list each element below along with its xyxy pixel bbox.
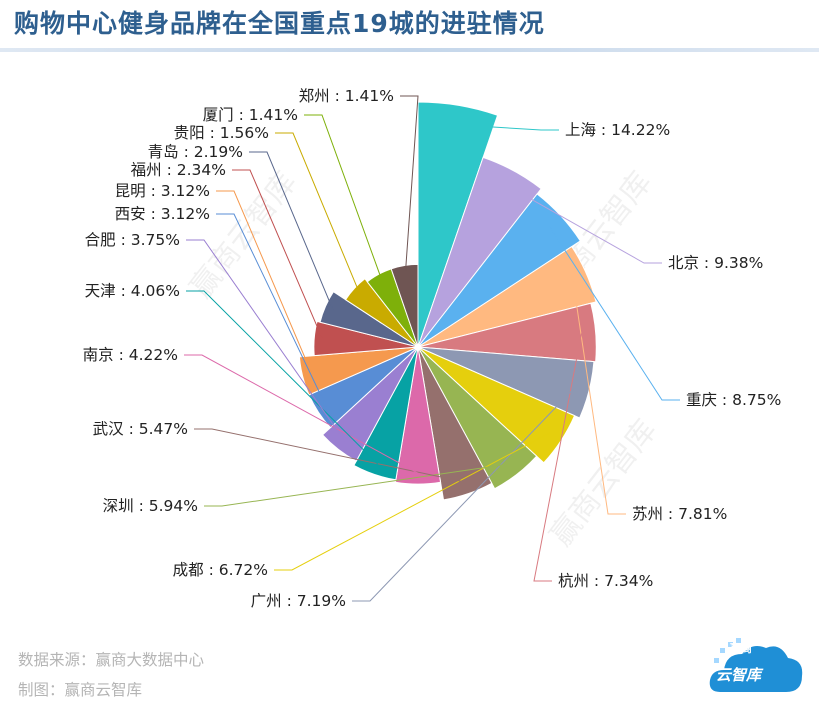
pie-slice (390, 263, 419, 348)
slice-label: 合肥 : 3.75% (85, 231, 180, 249)
title-divider (0, 48, 819, 52)
slice-labels: 上海 : 14.22% 北京 : 9.38% 重庆 : 8.75% 苏州 : 7.81… (83, 87, 782, 610)
pie-slice (394, 346, 442, 485)
leader-line (216, 190, 313, 375)
pie-slice (313, 320, 419, 357)
logo-bottom-text: 云智库 (716, 666, 762, 684)
pie-slice (344, 278, 419, 348)
pie-slice (298, 346, 419, 396)
slice-label: 广州 : 7.19% (251, 592, 346, 610)
leader-line (275, 132, 360, 294)
leader-line (204, 463, 510, 507)
pie-slice (417, 156, 542, 348)
leader-line (216, 213, 327, 408)
leader-line (400, 95, 419, 273)
slice-label: 天津 : 4.06% (85, 282, 180, 300)
leader-line (304, 114, 383, 281)
slice-label: 北京 : 9.38% (668, 254, 763, 272)
slice-label: 厦门 : 1.41% (203, 106, 298, 124)
leader-line (274, 432, 550, 571)
data-source-note: 数据来源：赢商大数据中心 (18, 651, 205, 669)
pie-slices (298, 101, 597, 501)
leader-line (572, 279, 626, 515)
slice-label: 南京 : 4.22% (83, 346, 178, 364)
cloud-logo-icon (709, 638, 803, 692)
pie-slice (319, 291, 419, 348)
pie-slice (417, 346, 493, 501)
leader-line (232, 169, 323, 340)
slice-label: 成都 : 6.72% (173, 561, 268, 579)
leader-line (505, 184, 662, 264)
brand-logo: 赢商 云智库 (706, 634, 806, 700)
leader-line (455, 124, 559, 131)
slice-label: 上海 : 14.22% (565, 121, 670, 139)
leader-line (533, 333, 582, 582)
slice-label: 福州 : 2.34% (131, 161, 226, 179)
pie-slice (417, 245, 597, 348)
slice-label: 重庆 : 8.75% (686, 391, 781, 409)
pie-slice (417, 346, 538, 490)
pie-slice (417, 302, 597, 363)
leader-line (184, 354, 419, 474)
slice-label: 深圳 : 5.94% (103, 497, 198, 515)
leader-line (249, 151, 334, 310)
leader-line (194, 428, 465, 483)
slice-label: 青岛 : 2.19% (148, 143, 243, 161)
producer-note: 制图：赢商云智库 (18, 681, 143, 699)
slice-label: 武汉 : 5.47% (93, 420, 188, 438)
leader-line (186, 239, 346, 442)
slice-label: 西安 : 3.12% (115, 205, 210, 223)
slice-label: 苏州 : 7.81% (632, 505, 727, 523)
slice-label: 昆明 : 3.12% (115, 182, 210, 200)
leader-line (548, 225, 680, 401)
label-leader-lines (184, 95, 680, 602)
slice-label: 杭州 : 7.34% (558, 572, 653, 590)
slice-label: 贵阳 : 1.56% (174, 124, 269, 142)
page-title: 购物中心健身品牌在全国重点19城的进驻情况 (14, 9, 545, 38)
leader-line (352, 386, 576, 602)
slice-label: 郑州 : 1.41% (299, 87, 394, 105)
logo-top-text: 赢商 (730, 642, 752, 655)
